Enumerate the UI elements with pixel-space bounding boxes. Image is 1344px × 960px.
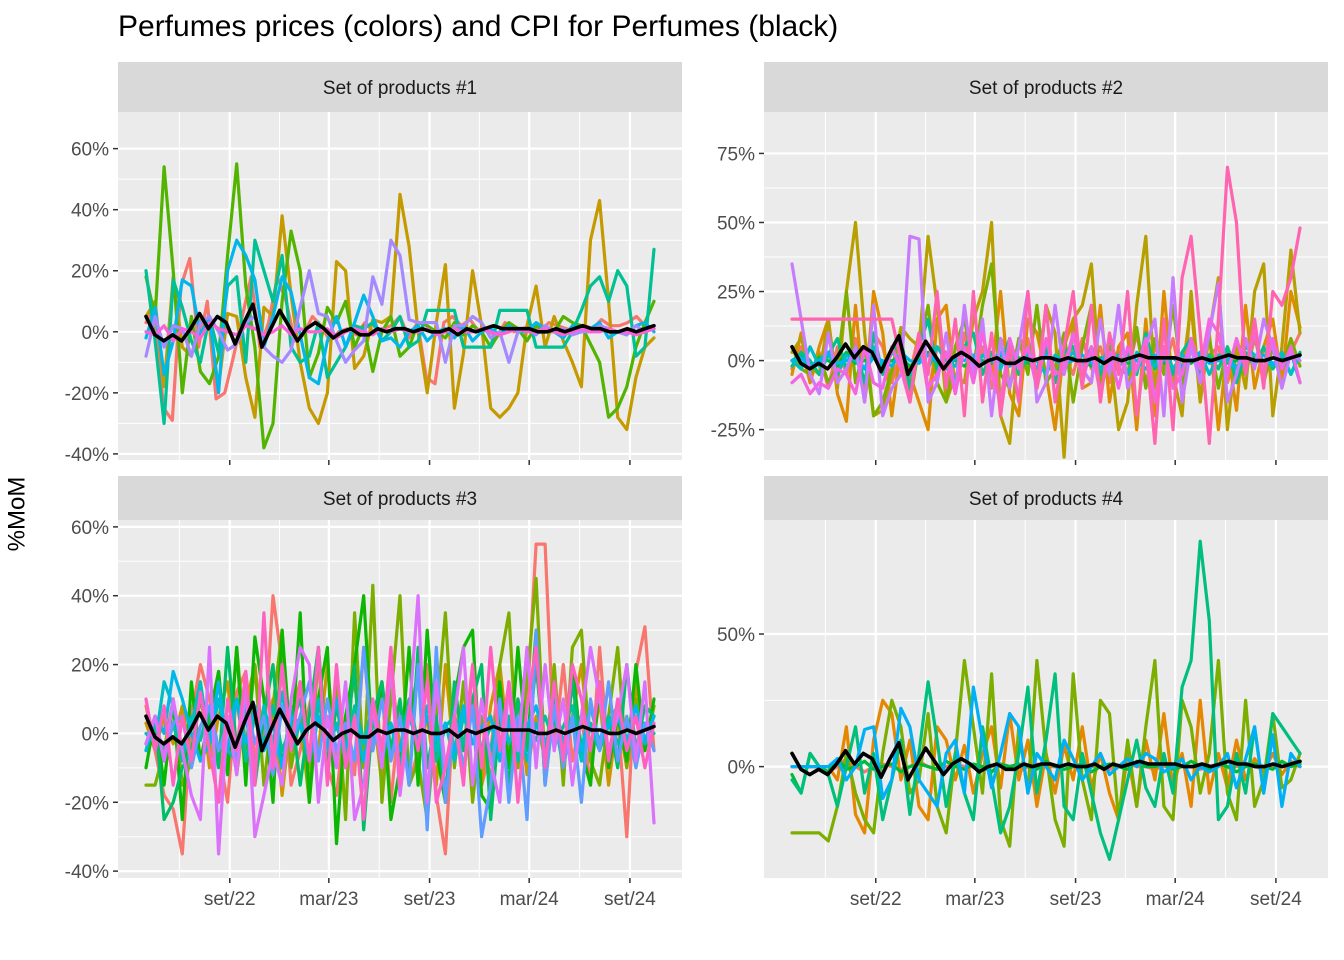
series-line-11 [144,611,656,822]
y-tick-label: 20% [71,262,109,283]
facet-strip-label: Set of products #1 [323,78,477,99]
x-tick-label: mar/24 [500,889,560,910]
facet-panel-3: Set of products #3 -40% -20% 0% 20% 40% 60% set… [65,476,682,910]
chart-title: Perfumes prices (colors) and CPI for Per… [118,10,839,43]
y-tick-label: 40% [71,201,109,222]
x-tick-label: mar/24 [1146,889,1206,910]
facet-strip [118,476,682,520]
series-line-4 [144,238,656,425]
facet-strip-label: Set of products #2 [969,78,1123,99]
cpi-line [144,302,656,349]
facet-strip [764,62,1328,112]
y-tick-label: 75% [717,144,755,165]
y-tick-label: 0% [728,758,756,779]
series-line-2 [144,192,656,432]
x-tick-label: set/22 [850,889,902,910]
series-group [144,162,656,450]
series-line-3 [790,658,1302,848]
y-tick-label: -20% [65,793,109,814]
y-tick-label: 0% [728,352,756,373]
facet-strip-label: Set of products #4 [969,489,1124,510]
facet-panel-2: Set of products #2 -25% 0% 25% 50% 75% [711,62,1328,465]
series-line-10 [790,317,1302,404]
y-tick-label: 0% [82,323,110,344]
series-line-9 [790,234,1302,418]
y-tick-label: -20% [65,384,109,405]
y-tick-label: 50% [717,625,755,646]
facet-panel-4: Set of products #4 0% 50% set/22 mar/23 set/2… [717,476,1328,910]
series-line-5 [790,539,1302,862]
y-tick-label: 60% [71,140,109,161]
x-tick-label: set/24 [1250,889,1302,910]
x-tick-label: mar/23 [299,889,358,910]
series-line-6 [790,685,1302,809]
y-tick-label: 20% [71,656,109,677]
cpi-line [144,700,656,753]
x-tick-label: set/23 [404,889,456,910]
y-tick-label: 40% [71,587,109,608]
series-group [790,539,1302,862]
facet-panel-1: Set of products #1 -40% -20% 0% 20% 40% 60% [65,62,682,466]
series-group [790,165,1302,459]
y-tick-label: 50% [717,213,755,234]
panel-background [764,520,1328,878]
cpi-line [790,740,1302,782]
y-tick-label: 25% [717,283,755,304]
y-tick-label: -40% [65,445,109,466]
cpi-line [790,333,1302,377]
y-tick-label: 0% [82,724,110,745]
facet-strip [764,476,1328,520]
series-group [144,542,656,856]
y-tick-label: -40% [65,862,109,883]
x-tick-label: set/22 [204,889,256,910]
x-tick-label: set/24 [604,889,656,910]
y-tick-label: -25% [711,421,755,442]
facet-strip-label: Set of products #3 [323,489,477,510]
x-tick-label: mar/23 [945,889,1004,910]
y-tick-label: 60% [71,518,109,539]
facet-strip [118,62,682,112]
series-line-3 [144,162,656,450]
panel-background [118,112,682,460]
x-tick-label: set/23 [1050,889,1102,910]
